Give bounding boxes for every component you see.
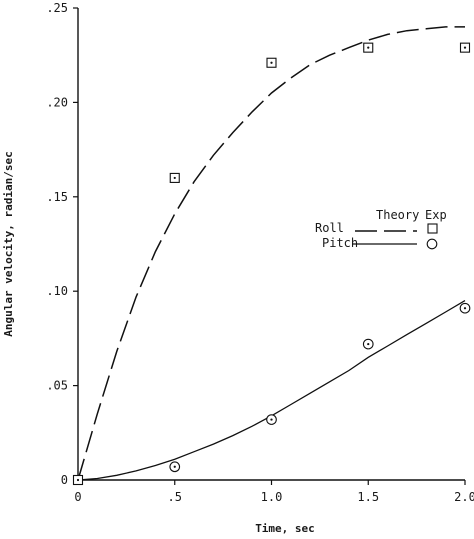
pitch-experiment-point — [362, 338, 374, 350]
roll-experiment-point — [459, 42, 471, 53]
y-tick-label: .05 — [46, 379, 68, 393]
roll-experiment-point — [363, 42, 374, 53]
experiment-markers — [72, 42, 471, 486]
y-tick-label: .10 — [46, 284, 68, 298]
marker-center-dot — [367, 342, 370, 346]
ticks: 0 .5 1.0 1.5 2.0 0 .05 .10 .15 .20 .25 — [46, 1, 474, 504]
x-axis-title: Time, sec — [255, 522, 315, 535]
x-tick-label: 1.0 — [261, 490, 283, 504]
roll-theory-curve — [77, 26, 465, 481]
y-tick-label: .20 — [46, 95, 68, 109]
legend-roll-label: Roll — [315, 221, 344, 235]
marker-center-dot — [367, 46, 370, 49]
marker-center-dot — [173, 465, 176, 468]
y-tick-label: 0 — [61, 473, 68, 487]
legend-pitch-label: Pitch — [322, 236, 358, 250]
marker-center-dot — [463, 307, 467, 310]
legend-exp-header: Exp — [425, 208, 447, 222]
legend-theory-header: Theory — [376, 208, 419, 222]
x-tick-label: 0 — [74, 490, 81, 504]
x-tick-label: 1.5 — [357, 490, 379, 504]
pitch-theory-curve — [77, 300, 466, 481]
roll-experiment-point — [72, 474, 84, 486]
theory-curves — [77, 26, 466, 481]
roll-experiment-point — [266, 57, 277, 68]
marker-center-dot — [270, 61, 273, 64]
pitch-experiment-point — [169, 461, 181, 473]
y-axis-title: Angular velocity, radian/sec — [2, 151, 15, 336]
marker-center-dot — [173, 176, 176, 180]
y-tick-label: .25 — [46, 1, 68, 15]
legend-circle-marker — [426, 238, 438, 250]
legend: Theory Exp Roll Pitch — [315, 208, 447, 250]
roll-experiment-point — [169, 172, 180, 183]
marker-center-dot — [76, 478, 80, 482]
x-tick-label: .5 — [168, 490, 182, 504]
pitch-experiment-point — [266, 414, 277, 425]
y-tick-label: .15 — [46, 190, 68, 204]
x-tick-label: 2.0 — [454, 490, 474, 504]
marker-center-dot — [463, 46, 467, 49]
marker-center-dot — [270, 418, 273, 421]
legend-square-marker — [427, 223, 438, 234]
pitch-experiment-point — [459, 302, 471, 314]
